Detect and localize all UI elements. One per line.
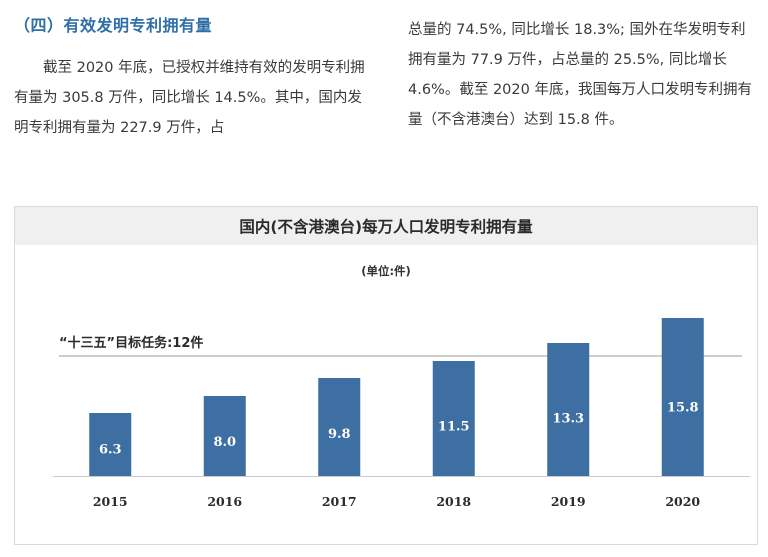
target-line-label: “十三五”目标任务:12件 xyxy=(59,335,203,351)
bar-value-label-2019: 13.3 xyxy=(552,411,584,426)
body-paragraph-left: 截至 2020 年底，已授权并维持有效的发明专利拥有量为 305.8 万件，同比… xyxy=(14,60,365,136)
bar-value-label-2016: 8.0 xyxy=(213,435,236,450)
chart-header: 国内(不含港澳台)每万人口发明专利拥有量 xyxy=(15,207,757,245)
bar-value-label-2018: 11.5 xyxy=(438,419,470,434)
bar-chart-plot: “十三五”目标任务:12件 6.3 2015 8.0 2016 9.8 2017 11.5 20… xyxy=(53,318,750,509)
x-tick-label-2017: 2017 xyxy=(322,494,357,509)
bar-2018 xyxy=(432,361,475,476)
body-paragraph-right: 总量的 74.5%, 同比增长 18.3%; 国外在华发明专利拥有量为 77.9… xyxy=(408,22,752,128)
chart-panel: 国内(不含港澳台)每万人口发明专利拥有量 (单位:件) “十三五”目标任务:12… xyxy=(14,206,758,545)
section-title: （四）有效发明专利拥有量 xyxy=(14,16,213,35)
bar-value-label-2017: 9.8 xyxy=(328,427,351,442)
bar-2015 xyxy=(89,413,132,476)
x-tick-label-2015: 2015 xyxy=(93,494,128,509)
x-tick-label-2016: 2016 xyxy=(207,494,242,509)
bar-2017 xyxy=(318,378,361,476)
bar-2016 xyxy=(203,396,246,476)
x-tick-label-2020: 2020 xyxy=(665,494,700,509)
bar-value-label-2015: 6.3 xyxy=(99,442,122,457)
x-tick-label-2018: 2018 xyxy=(436,494,471,509)
bar-value-label-2020: 15.8 xyxy=(667,400,699,415)
bar-2020 xyxy=(661,318,704,476)
x-tick-label-2019: 2019 xyxy=(551,494,586,509)
chart-unit-label: (单位:件) xyxy=(361,264,411,278)
chart-title: 国内(不含港澳台)每万人口发明专利拥有量 xyxy=(239,218,533,236)
bar-2019 xyxy=(547,343,590,476)
